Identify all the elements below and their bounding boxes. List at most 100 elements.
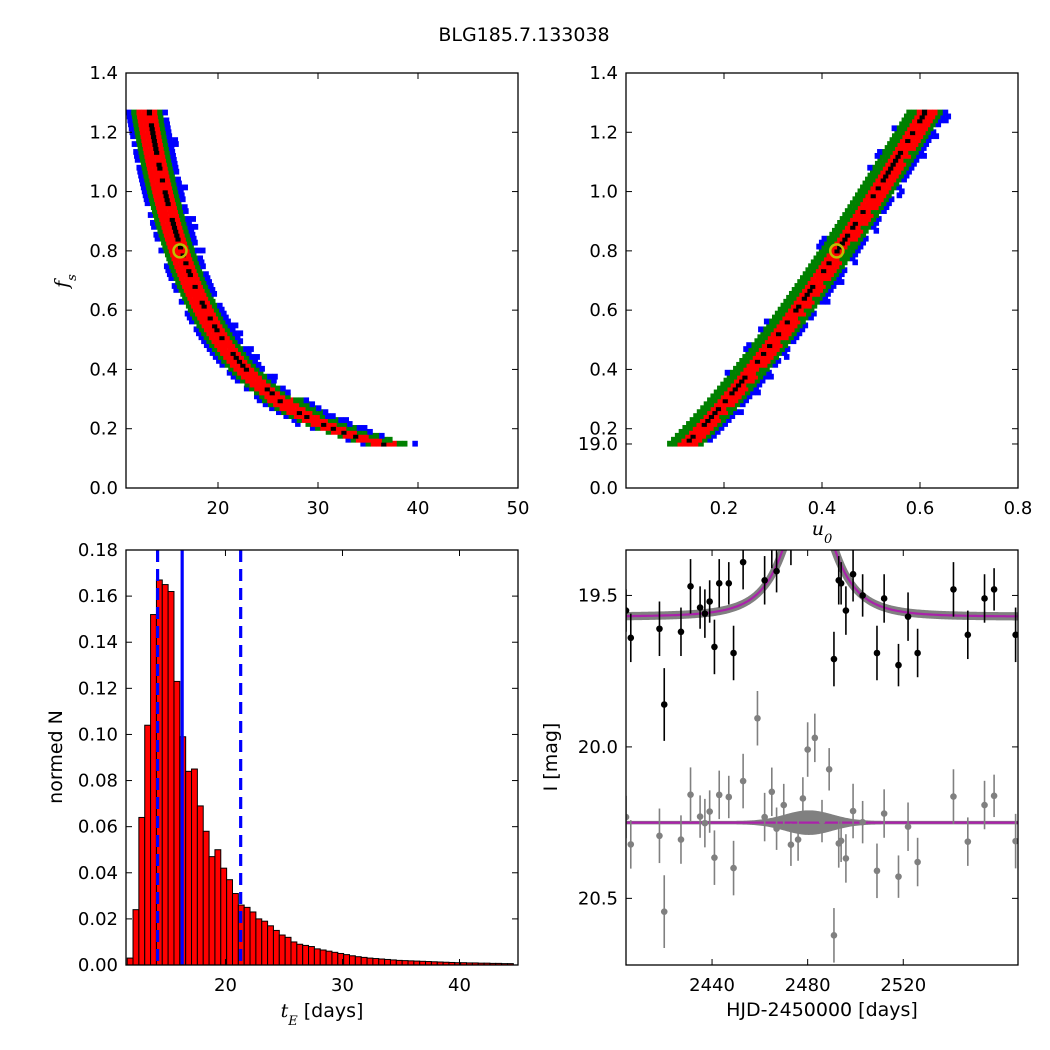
heatmap-cell bbox=[705, 405, 711, 412]
heatmap-cell bbox=[269, 405, 275, 412]
heatmap-cell bbox=[253, 389, 260, 396]
heatmap-cell bbox=[214, 334, 220, 341]
heatmap-cell bbox=[925, 121, 931, 128]
heatmap-cell bbox=[724, 389, 730, 396]
heatmap-cell bbox=[700, 432, 707, 439]
heatmap-cell bbox=[715, 417, 722, 423]
heatmap-cell bbox=[296, 409, 303, 416]
heatmap-cell bbox=[796, 302, 802, 309]
heatmap-cell bbox=[901, 117, 908, 124]
heatmap-cell bbox=[808, 263, 814, 270]
heatmap-cell bbox=[886, 184, 892, 191]
heatmap-cell bbox=[714, 413, 720, 419]
heatmap-cell bbox=[234, 334, 241, 341]
heatmap-cell bbox=[244, 381, 250, 388]
heatmap-cell bbox=[682, 425, 688, 431]
heatmap-cell bbox=[817, 294, 823, 301]
heatmap-cell bbox=[870, 216, 877, 222]
heatmap-cell bbox=[177, 271, 183, 278]
heatmap-cell bbox=[780, 302, 787, 309]
heatmap-cell bbox=[160, 180, 167, 187]
heatmap-cell bbox=[826, 251, 833, 258]
heatmap-cell bbox=[849, 255, 856, 262]
heatmap-cell bbox=[704, 428, 711, 435]
heatmap-cell bbox=[867, 164, 873, 171]
heatmap-cell bbox=[880, 184, 887, 191]
heatmap-cell bbox=[183, 208, 189, 214]
heatmap-cell bbox=[338, 417, 344, 423]
data-point bbox=[1012, 631, 1018, 639]
heatmap-cell bbox=[847, 251, 853, 258]
x-tick-label: 30 bbox=[331, 975, 354, 996]
heatmap-cell bbox=[283, 413, 289, 419]
heatmap-cell bbox=[178, 259, 184, 266]
heatmap-cell bbox=[159, 235, 166, 242]
heatmap-cell bbox=[771, 350, 777, 356]
x-tick-label: 20 bbox=[214, 975, 237, 996]
heatmap-cell bbox=[189, 287, 195, 293]
heatmap-cell bbox=[865, 184, 871, 191]
heatmap-cell bbox=[309, 401, 316, 408]
heatmap-cell bbox=[272, 397, 278, 404]
heatmap-cell bbox=[365, 440, 372, 447]
heatmap-cell bbox=[855, 247, 861, 254]
heatmap-cell bbox=[782, 306, 789, 313]
residual-point bbox=[873, 867, 881, 875]
heatmap-cell bbox=[897, 141, 904, 147]
heatmap-cell bbox=[160, 129, 167, 136]
data-point bbox=[812, 389, 819, 396]
heatmap-cell bbox=[883, 180, 889, 187]
heatmap-cell bbox=[825, 290, 831, 297]
heatmap-cell bbox=[327, 417, 334, 423]
heatmap-cell bbox=[772, 342, 778, 349]
heatmap-cell bbox=[900, 160, 907, 167]
heatmap-cell bbox=[743, 346, 749, 352]
heatmap-cell bbox=[169, 231, 175, 238]
heatmap-cell bbox=[242, 357, 248, 364]
heatmap-cell bbox=[756, 342, 763, 349]
heatmap-cell bbox=[932, 109, 938, 116]
heatmap-cell bbox=[783, 298, 789, 305]
heatmap-cell bbox=[249, 385, 255, 392]
heatmap-cell bbox=[175, 267, 182, 274]
data-point bbox=[830, 655, 838, 663]
y-tick-label: 0.6 bbox=[589, 300, 618, 321]
heatmap-cell bbox=[775, 338, 781, 345]
heatmap-cell bbox=[181, 220, 187, 226]
heatmap-cell bbox=[909, 113, 915, 120]
heatmap-cell bbox=[918, 141, 924, 147]
heatmap-cell bbox=[151, 184, 157, 191]
heatmap-cell bbox=[867, 188, 874, 195]
heatmap-cell bbox=[347, 432, 354, 439]
heatmap-cell bbox=[154, 125, 161, 132]
heatmap-cell bbox=[857, 220, 864, 226]
heatmap-cell bbox=[886, 192, 892, 199]
heatmap-cell bbox=[844, 239, 851, 246]
heatmap-cell bbox=[808, 314, 814, 321]
y-tick-label: 0.6 bbox=[89, 300, 118, 321]
heatmap-cell bbox=[247, 357, 253, 364]
heatmap-cell bbox=[920, 129, 926, 136]
heatmap-cell bbox=[158, 117, 165, 124]
heatmap-cell bbox=[737, 385, 744, 392]
heatmap-cell bbox=[896, 184, 902, 191]
heatmap-cell bbox=[876, 216, 882, 222]
residual-point bbox=[768, 788, 776, 796]
heatmap-cell bbox=[173, 168, 180, 175]
heatmap-cell bbox=[855, 216, 861, 222]
heatmap-cell bbox=[898, 164, 904, 171]
heatmap-cell bbox=[211, 346, 218, 352]
heatmap-cell bbox=[183, 287, 190, 293]
heatmap-cell bbox=[695, 432, 702, 439]
heatmap-cell bbox=[887, 141, 893, 147]
heatmap-cell bbox=[791, 294, 797, 301]
heatmap-cell bbox=[159, 196, 165, 203]
heatmap-cell bbox=[183, 298, 190, 305]
heatmap-cell bbox=[213, 306, 220, 313]
heatmap-cell bbox=[759, 377, 766, 384]
data-point bbox=[795, 507, 802, 514]
heatmap-cell bbox=[138, 172, 144, 179]
heatmap-cell bbox=[767, 342, 773, 349]
heatmap-cell bbox=[274, 389, 281, 396]
heatmap-cell bbox=[161, 204, 167, 211]
